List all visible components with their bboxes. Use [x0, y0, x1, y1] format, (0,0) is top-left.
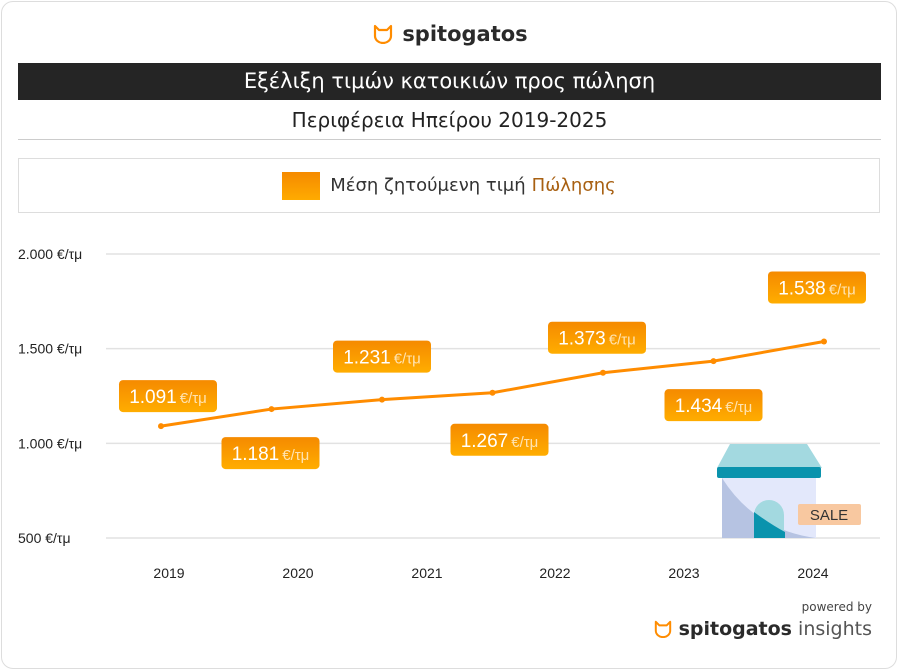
- svg-text:1.231€/τμ: 1.231 €/τμ: [343, 348, 421, 369]
- spitogatos-insights-logo: spitogatos insights: [653, 618, 872, 640]
- chart-title: Εξέλιξη τιμών κατοικιών προς πώληση: [18, 63, 881, 100]
- svg-text:1.181€/τμ: 1.181 €/τμ: [232, 444, 310, 465]
- data-point: [158, 423, 164, 430]
- house-sale-illustration: SALE: [717, 444, 861, 538]
- data-label: 1.267 €/τμ: [450, 423, 549, 456]
- x-tick-label: 2021: [411, 565, 442, 581]
- legend-swatch: [282, 171, 321, 200]
- data-label: 1.231 €/τμ: [333, 340, 431, 373]
- y-tick-label: 1.500 €/τμ: [18, 341, 82, 357]
- svg-text:1.267€/τμ: 1.267 €/τμ: [461, 431, 539, 452]
- data-label: 1.434 €/τμ: [664, 389, 763, 422]
- legend-label: Μέση ζητούμενη τιμή: [330, 175, 526, 196]
- sale-tag: SALE: [810, 507, 848, 524]
- y-tick-label: 500 €/τμ: [18, 530, 71, 546]
- svg-text:1.434€/τμ: 1.434 €/τμ: [675, 396, 753, 417]
- data-point: [489, 389, 496, 396]
- data-label: 1.373 €/τμ: [548, 321, 646, 354]
- svg-text:1.091€/τμ: 1.091 €/τμ: [129, 387, 207, 408]
- y-tick-label: 1.000 €/τμ: [18, 435, 82, 451]
- cat-icon: [374, 24, 393, 45]
- x-tick-label: 2024: [797, 565, 828, 581]
- x-tick-label: 2023: [668, 565, 699, 581]
- chart-subtitle: Περιφέρεια Ηπείρου 2019-2025: [291, 108, 608, 132]
- legend-accent-label: Πώλησης: [531, 175, 616, 196]
- spitogatos-logo: spitogatos: [0, 22, 900, 46]
- data-label: 1.181 €/τμ: [221, 437, 320, 470]
- y-tick-label: 2.000 €/τμ: [18, 246, 82, 262]
- svg-text:1.373€/τμ: 1.373 €/τμ: [558, 329, 636, 350]
- legend: Μέση ζητούμενη τιμή Πώλησης: [18, 158, 880, 213]
- x-tick-label: 2019: [153, 565, 184, 581]
- data-label: 1.091 €/τμ: [119, 380, 217, 413]
- cat-icon: [654, 620, 671, 639]
- svg-text:1.538€/τμ: 1.538 €/τμ: [778, 278, 856, 299]
- data-point: [379, 396, 385, 403]
- x-tick-label: 2020: [282, 565, 313, 581]
- data-point: [268, 406, 275, 413]
- x-tick-label: 2022: [539, 565, 570, 581]
- data-label: 1.538 €/τμ: [768, 271, 866, 304]
- powered-by: powered by: [801, 600, 872, 614]
- data-point: [600, 369, 606, 376]
- data-point: [710, 358, 717, 365]
- data-point: [821, 338, 827, 345]
- divider: [18, 139, 881, 140]
